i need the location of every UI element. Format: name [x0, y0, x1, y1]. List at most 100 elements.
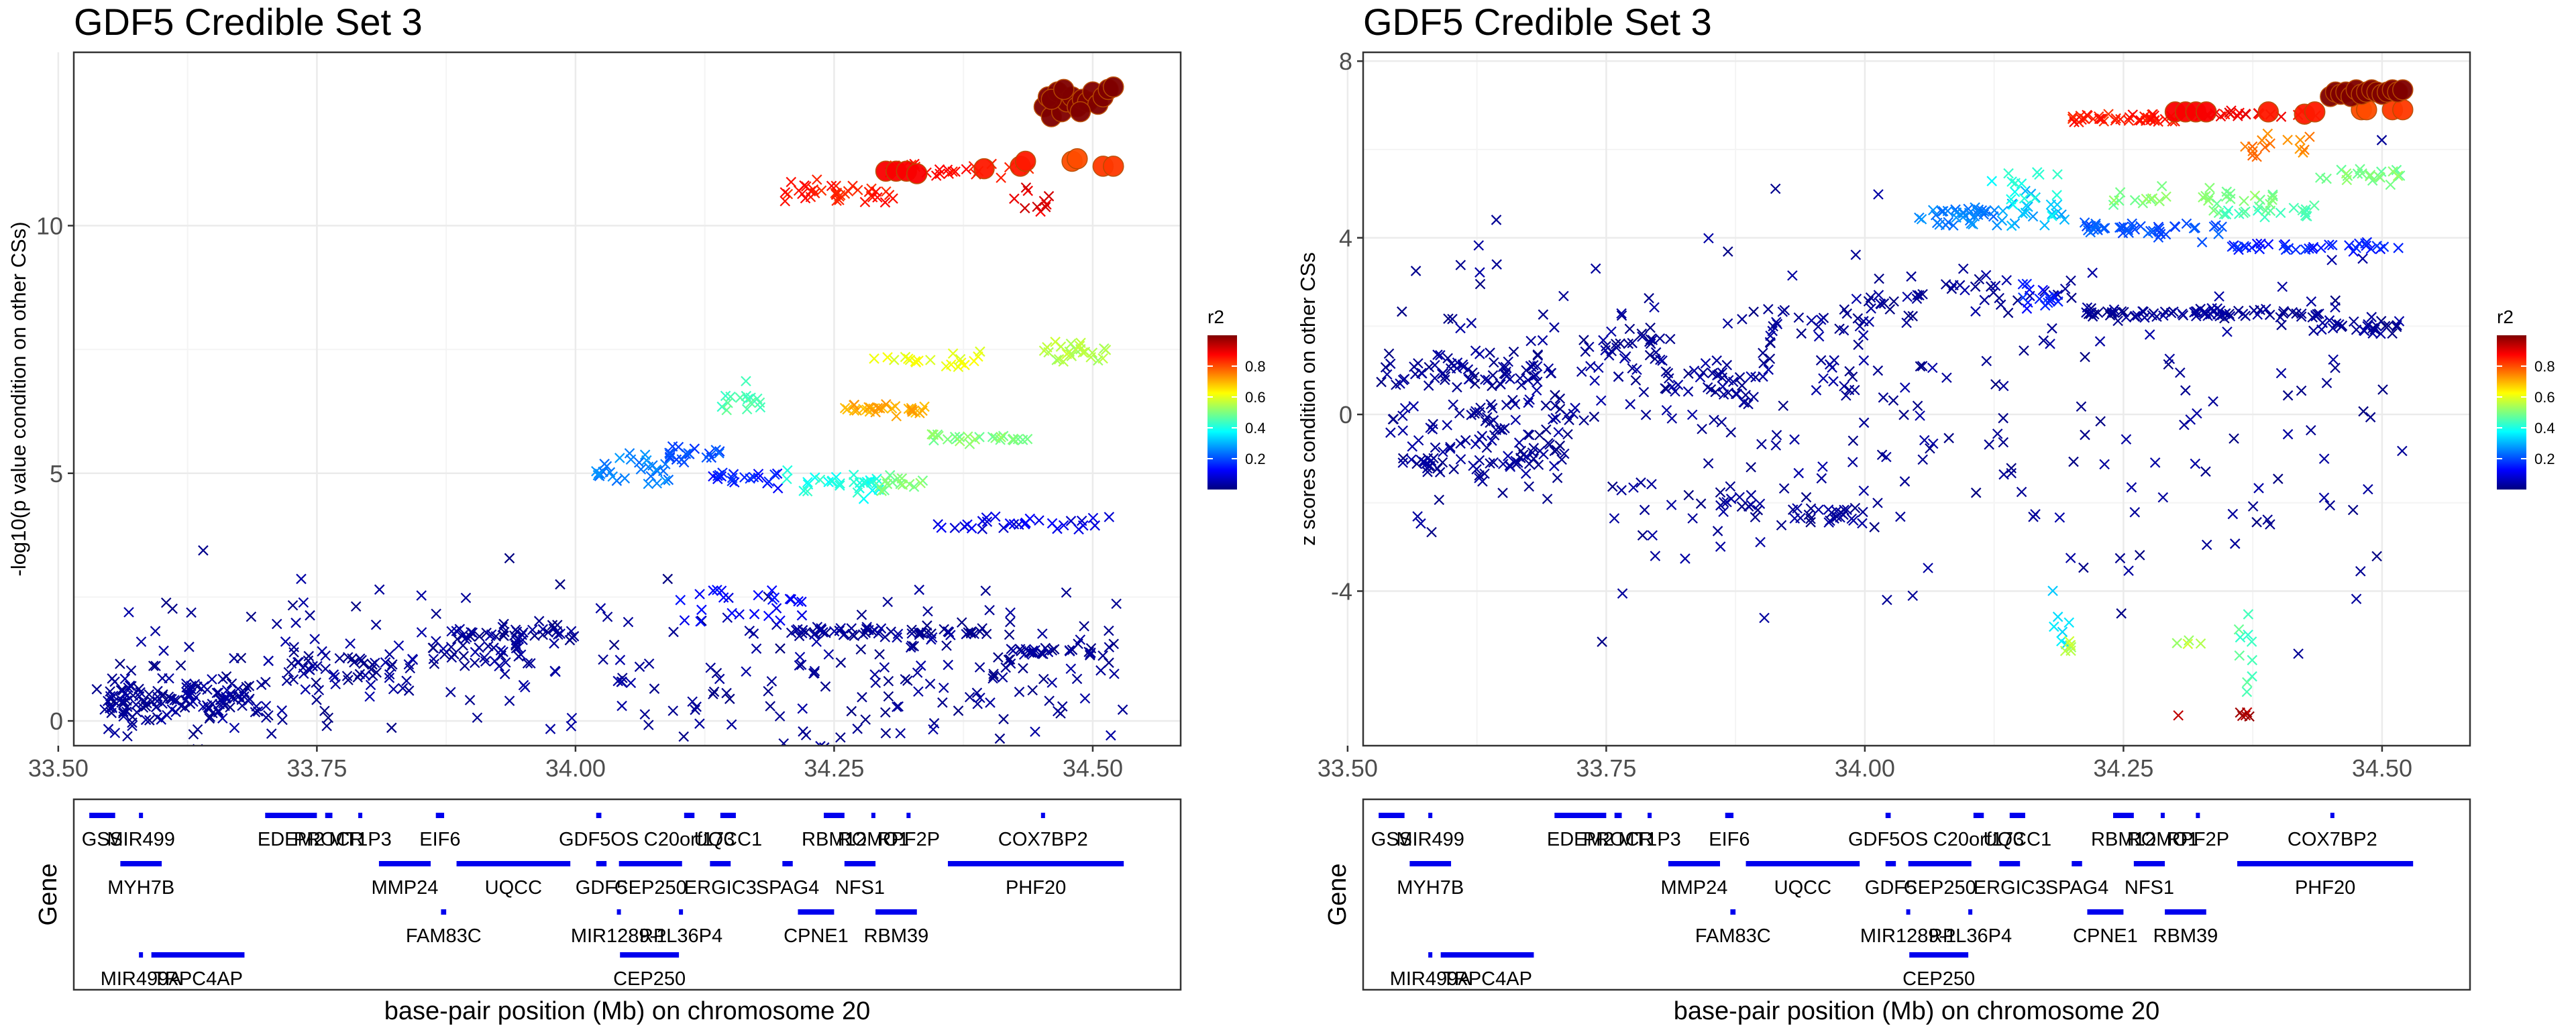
y-tick-label: 5 [50, 460, 63, 488]
gene-bar [139, 952, 144, 958]
snp-point [393, 640, 405, 651]
snp-point [2114, 187, 2126, 198]
snp-point [915, 660, 926, 671]
snp-point [307, 661, 318, 672]
snp-point [215, 695, 226, 705]
snp-point [767, 594, 778, 606]
snp-point [232, 692, 244, 703]
snp-point [1717, 372, 1727, 384]
snp-point [1746, 500, 1757, 510]
snp-point [780, 196, 791, 207]
snp-point [2149, 457, 2161, 468]
gene-bar [2112, 813, 2134, 818]
snp-point [2277, 281, 2288, 292]
snp-point [1050, 337, 1061, 347]
snp-point [1770, 440, 1782, 451]
credible-snp-point [1103, 156, 1124, 177]
credible-snp-point [2196, 101, 2217, 123]
snp-point [2314, 172, 2326, 183]
snp-point [668, 626, 679, 638]
snp-point [1695, 371, 1706, 383]
snp-point [1793, 312, 1805, 323]
snp-point [2280, 244, 2292, 255]
snp-point [1705, 384, 1717, 395]
gene-bar [616, 909, 621, 915]
snp-point [1065, 516, 1077, 526]
snp-point [2037, 284, 2048, 296]
snp-point [2330, 302, 2341, 313]
snp-point [495, 645, 506, 656]
snp-point [1839, 381, 1849, 392]
snp-point [2282, 428, 2294, 440]
snp-point [741, 666, 751, 677]
snp-point [598, 654, 608, 665]
snp-point [943, 168, 954, 179]
snp-point [2232, 111, 2243, 121]
snp-point [727, 472, 738, 483]
snp-point [2052, 612, 2063, 622]
snp-point [1018, 649, 1030, 660]
gene-label: GSS [82, 829, 123, 850]
snp-point [166, 693, 177, 705]
snp-point [2376, 135, 2387, 146]
gene-label: CEP250 [613, 968, 686, 990]
snp-point [313, 685, 325, 695]
snp-point [937, 697, 948, 708]
snp-point [1452, 382, 1462, 393]
snp-point [1666, 413, 1678, 424]
snp-point [1009, 193, 1020, 205]
snp-point [256, 679, 267, 691]
snp-point [2008, 199, 2019, 211]
snp-point [2156, 180, 2167, 192]
snp-point [303, 650, 315, 662]
snp-point [1381, 369, 1393, 380]
gene-label: RPL36P4 [639, 925, 722, 947]
snp-point [1611, 339, 1621, 349]
snp-point [782, 473, 792, 484]
snp-point [298, 668, 309, 679]
snp-point [1568, 408, 1579, 419]
snp-point [1639, 504, 1650, 516]
snp-point [2361, 240, 2371, 251]
gene-bar [1668, 861, 1721, 866]
snp-point [962, 431, 973, 442]
snp-point [428, 653, 439, 665]
snp-point [1772, 319, 1783, 330]
snp-point [1104, 642, 1115, 652]
snp-point [1028, 648, 1039, 659]
snp-point [849, 400, 859, 411]
snp-point [334, 652, 345, 664]
snp-point [1755, 536, 1766, 548]
snp-point [1598, 335, 1609, 346]
gene-label: NFS1 [2125, 877, 2174, 899]
snp-point [1998, 469, 2009, 480]
snp-point [186, 607, 197, 618]
snp-point [489, 656, 500, 667]
snp-point [1661, 384, 1672, 394]
snp-point [1630, 375, 1642, 386]
snp-point [1043, 190, 1055, 202]
snp-point [498, 618, 509, 630]
snp-point [2373, 171, 2385, 182]
gene-bar [456, 861, 571, 866]
snp-point [217, 713, 228, 724]
snp-point [869, 669, 880, 680]
snp-point [2047, 209, 2057, 219]
snp-point [1835, 512, 1845, 523]
snp-point [1981, 355, 1992, 367]
snp-point [981, 512, 992, 523]
gene-bar [378, 861, 431, 866]
snp-point [882, 596, 894, 608]
snp-point [1878, 392, 1889, 403]
snp-point [1606, 326, 1617, 337]
snp-point [2019, 193, 2030, 204]
snp-point [1467, 367, 1478, 378]
snp-point [2171, 638, 2182, 648]
snp-point [1503, 451, 1513, 461]
snp-point [2357, 253, 2368, 264]
snp-point [1916, 214, 1927, 225]
gene-label: RBM12 [802, 829, 867, 850]
snp-point [1796, 328, 1807, 339]
snp-point [243, 695, 254, 706]
snp-point [930, 170, 942, 181]
